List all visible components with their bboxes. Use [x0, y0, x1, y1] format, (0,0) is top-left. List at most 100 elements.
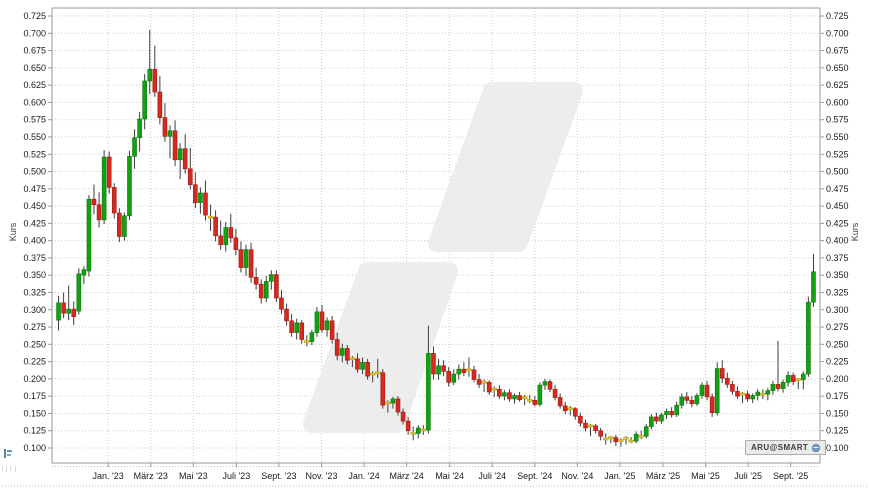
candle-down: [253, 276, 259, 285]
y-axis-title-left: Kurs: [8, 222, 18, 241]
candle-down: [91, 198, 97, 206]
y-axis-label-right: 0.675: [826, 46, 849, 56]
plot-border: [51, 7, 821, 464]
x-axis-label: Jan. '23: [93, 471, 124, 481]
candle-down: [704, 384, 710, 398]
candle-down: [157, 91, 163, 118]
y-axis-label-right: 0.250: [826, 339, 849, 349]
y-axis-label-right: 0.550: [826, 132, 849, 142]
candle-up: [785, 375, 791, 383]
candle-up: [770, 384, 776, 391]
candle-up: [142, 80, 147, 120]
candle-down: [719, 368, 725, 379]
candle-doji: [587, 424, 594, 428]
y-axis-label-right: 0.125: [826, 426, 849, 436]
y-axis-label-right: 0.600: [826, 97, 849, 107]
y-axis-label-right: 0.500: [826, 167, 849, 177]
candle-down: [573, 408, 578, 417]
candle-down: [172, 130, 178, 161]
candle-doji: [608, 436, 614, 439]
candle-down: [735, 391, 740, 397]
candle-down: [654, 416, 659, 422]
candle-down: [775, 384, 781, 389]
candle-doji: [638, 435, 644, 438]
candle-down: [562, 405, 568, 411]
candle-down: [203, 192, 208, 216]
candle-down: [61, 302, 66, 314]
candle-down: [218, 235, 223, 246]
y-axis-label-left: 0.450: [23, 201, 46, 211]
y-axis-label-left: 0.250: [23, 339, 46, 349]
candle-up: [451, 373, 457, 383]
candle-doji: [602, 437, 609, 441]
y-axis-label-left: 0.700: [23, 28, 46, 38]
candle-down: [593, 425, 598, 432]
y-axis-label-right: 0.450: [826, 201, 849, 211]
candle-doji: [466, 368, 472, 372]
candle-down: [355, 358, 360, 370]
candle-down: [431, 353, 436, 375]
y-axis-label-left: 0.725: [23, 11, 46, 21]
candle-doji: [628, 439, 634, 443]
candle-down: [238, 249, 244, 268]
candle-down: [446, 370, 451, 383]
y-axis-label-right: 0.625: [826, 80, 849, 90]
candle-down: [329, 320, 335, 340]
candle-doji: [349, 357, 356, 361]
candle-up: [765, 390, 771, 395]
y-axis-label-left: 0.150: [23, 408, 46, 418]
candle-down: [583, 422, 588, 429]
candle-up: [324, 320, 330, 331]
y-axis-label-right: 0.400: [826, 236, 849, 246]
candle-down: [228, 227, 234, 239]
x-axis-label: Mai '24: [435, 471, 464, 481]
x-axis-label: Juli '25: [734, 471, 762, 481]
candle-doji: [567, 407, 574, 410]
candle-doji: [491, 388, 498, 391]
y-axis-label-right: 0.650: [826, 63, 849, 73]
candle-up: [86, 198, 92, 272]
candle-down: [476, 379, 482, 385]
candle-down: [547, 381, 553, 390]
candle-doji: [795, 378, 802, 381]
y-axis-label-left: 0.500: [23, 167, 46, 177]
x-axis-label: Mai '25: [691, 471, 720, 481]
watermark-logo: [303, 82, 583, 433]
candle-down: [532, 400, 538, 405]
y-axis-label-right: 0.200: [826, 374, 849, 384]
x-axis-label: Juli '24: [478, 471, 506, 481]
candle-up: [390, 398, 396, 404]
candle-up: [137, 118, 142, 138]
candle-down: [117, 212, 122, 237]
candle-up: [649, 416, 654, 427]
y-axis-label-left: 0.100: [23, 443, 46, 453]
candle-up: [76, 273, 82, 312]
candle-up: [122, 215, 127, 237]
y-axis-label-left: 0.575: [23, 115, 46, 125]
candle-down: [284, 308, 289, 322]
candle-down: [400, 411, 406, 422]
candle-doji: [385, 401, 391, 405]
candle-down: [289, 320, 294, 333]
candle-up: [415, 427, 421, 434]
candle-down: [71, 308, 77, 317]
candle-up: [167, 130, 173, 137]
candle-doji: [369, 372, 376, 376]
y-axis-label-left: 0.125: [23, 426, 46, 436]
candle-up: [811, 271, 816, 303]
candle-doji: [760, 392, 766, 396]
globe-icon: [812, 443, 821, 452]
candle-down: [497, 388, 502, 397]
candle-up: [643, 426, 649, 437]
candle-up: [664, 411, 669, 416]
candle-down: [258, 283, 264, 299]
x-axis-label: Sept. '24: [517, 471, 552, 481]
y-axis-label-left: 0.475: [23, 184, 46, 194]
candle-down: [299, 322, 305, 340]
candle-down: [345, 348, 350, 361]
candle-down: [106, 156, 112, 188]
y-axis-label-right: 0.225: [826, 357, 849, 367]
x-axis-label: März '24: [389, 471, 423, 481]
candle-down: [709, 396, 715, 414]
candle-up: [177, 148, 183, 161]
